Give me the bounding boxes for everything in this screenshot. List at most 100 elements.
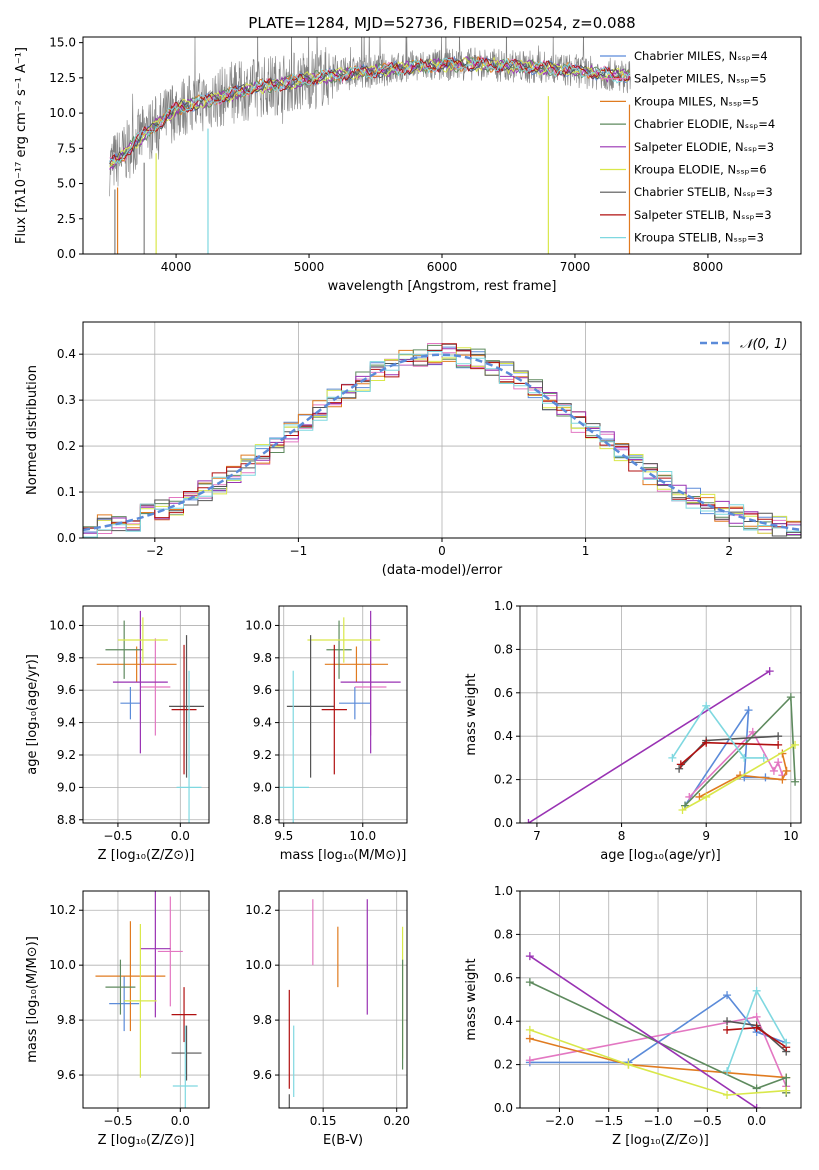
weight-series (723, 986, 791, 1076)
y-tick-label: 0.4 (494, 1014, 513, 1028)
weight-series (723, 1023, 791, 1052)
y-tick-label: 9.0 (57, 780, 76, 794)
weight-point (668, 753, 677, 762)
weight-point (752, 1023, 761, 1032)
axes-frame (82, 605, 210, 824)
y-tick-label: 0.8 (494, 927, 513, 941)
x-tick-label: 0.0 (171, 829, 190, 843)
weight-point (723, 1025, 732, 1034)
x-axis: −0.5 0.0 (103, 823, 190, 843)
x-tick-label: −1 (290, 544, 308, 558)
error-cross (124, 923, 157, 1078)
y-axis: 8.8 9.0 9.2 9.4 9.6 9.8 10.0 (49, 618, 83, 827)
weight-point (782, 766, 791, 775)
y-tick-label: 5.0 (57, 177, 76, 191)
weight-point (676, 760, 685, 769)
y-tick-label: 9.6 (253, 683, 272, 697)
axes-frame (278, 890, 408, 1109)
x-tick-label: 0.0 (747, 1114, 766, 1128)
weight-series (678, 740, 800, 814)
weight-point (702, 701, 711, 710)
y-tick-label: 0.4 (57, 347, 76, 361)
error-cross (171, 644, 197, 775)
y-tick-label: 9.8 (253, 651, 272, 665)
plot-area (288, 899, 404, 1108)
y-tick-label: 2.5 (57, 212, 76, 226)
residual-histogram (83, 348, 801, 538)
x-tick-label: −0.5 (103, 829, 132, 843)
error-cross (109, 976, 140, 1032)
legend-label: Salpeter ELODIE, Nₛₛₚ=3 (634, 140, 774, 154)
weight-point (778, 775, 787, 784)
weight-series (695, 749, 791, 801)
y-axis-label: Flux [fλ10⁻¹⁷ erg cm⁻² s⁻¹ A⁻¹] (14, 47, 29, 244)
error-cross (95, 921, 166, 1032)
weight-point (524, 819, 533, 823)
weight-point (678, 805, 687, 814)
weight-vs-metallicity-panel: −2.0 −1.5 −1.0 −0.5 0.0 0.0 0.2 0.4 0.6 0.8 1.0 Z [… (464, 884, 802, 1148)
mass-vs-ebv-panel: 0.15 0.20 9.6 9.8 10.0 10.2 E(B-V) (245, 890, 410, 1148)
error-cross (96, 646, 177, 683)
weight-point (759, 753, 768, 762)
weight-point (695, 792, 704, 801)
x-tick-label: 0.15 (310, 1114, 337, 1128)
model-spectrum (109, 56, 631, 168)
weight-series (524, 667, 774, 823)
x-tick-label: −0.5 (693, 1114, 722, 1128)
x-tick-label: 1 (582, 544, 590, 558)
error-cross (120, 686, 141, 720)
legend-label: Salpeter STELIB, Nₛₛₚ=3 (634, 208, 772, 222)
x-axis-label: mass [log₁₀(M/M⊙)] (280, 848, 407, 863)
plot-area (525, 952, 791, 1108)
y-tick-label: 12.5 (49, 71, 76, 85)
grid (83, 606, 209, 823)
y-tick-label: 9.6 (253, 1068, 272, 1082)
error-cross (171, 1025, 202, 1081)
y-tick-label: 9.8 (57, 1013, 76, 1027)
x-tick-label: −1.5 (594, 1114, 623, 1128)
weight-point (752, 1104, 761, 1108)
error-cross (286, 635, 335, 778)
x-axis-label: Z [log₁₀(Z/Z⊙)] (612, 1133, 709, 1148)
weight-point (752, 1012, 761, 1021)
legend-label: Salpeter MILES, Nₛₛₚ=5 (634, 72, 767, 86)
x-tick-label: 10 (783, 829, 798, 843)
y-tick-label: 9.4 (253, 716, 272, 730)
y-tick-label: 9.2 (57, 748, 76, 762)
legend-label: Chabrier ELODIE, Nₛₛₚ=4 (634, 117, 775, 131)
y-tick-label: 0.8 (494, 642, 513, 656)
x-tick-label: 7000 (560, 260, 591, 274)
x-tick-label: 9 (702, 829, 710, 843)
figure-title: PLATE=1284, MJD=52736, FIBERID=0254, z=0… (248, 14, 635, 32)
weight-point (782, 1086, 791, 1095)
residual-legend: 𝒩(0, 1) (700, 337, 787, 352)
error-cross (157, 896, 183, 1007)
weight-point (675, 764, 684, 773)
weight-point (685, 792, 694, 801)
model-spectrum (109, 57, 631, 165)
normal-curve (83, 353, 801, 532)
x-axis-label: age [log₁₀(age/yr)] (600, 848, 721, 863)
error-cross (169, 635, 205, 778)
x-axis: 9.5 10.0 (274, 823, 376, 843)
error-cross (117, 617, 168, 663)
y-tick-label: 0.2 (57, 439, 76, 453)
x-tick-label: 10.0 (349, 829, 376, 843)
model-spectrum (109, 58, 631, 165)
spectrum-legend: Chabrier MILES, Nₛₛₚ=4 Salpeter MILES, Nₛ… (600, 49, 775, 245)
y-axis-label: mass weight (464, 673, 479, 755)
error-cross (176, 670, 202, 823)
x-axis: −2.0 −1.5 −1.0 −0.5 0.0 (545, 1108, 766, 1128)
y-tick-label: 0.4 (494, 729, 513, 743)
y-tick-label: 0.0 (494, 1101, 513, 1115)
y-tick-label: 0.0 (494, 816, 513, 830)
y-tick-label: 9.6 (57, 683, 76, 697)
weight-point (525, 1034, 534, 1043)
error-cross (112, 610, 168, 754)
plot-area (96, 610, 205, 823)
legend-label: Kroupa MILES, Nₛₛₚ=5 (634, 94, 759, 108)
grid (279, 891, 407, 1108)
weight-point (774, 732, 783, 741)
weight-point (769, 766, 778, 775)
y-tick-label: 0.6 (494, 971, 513, 985)
